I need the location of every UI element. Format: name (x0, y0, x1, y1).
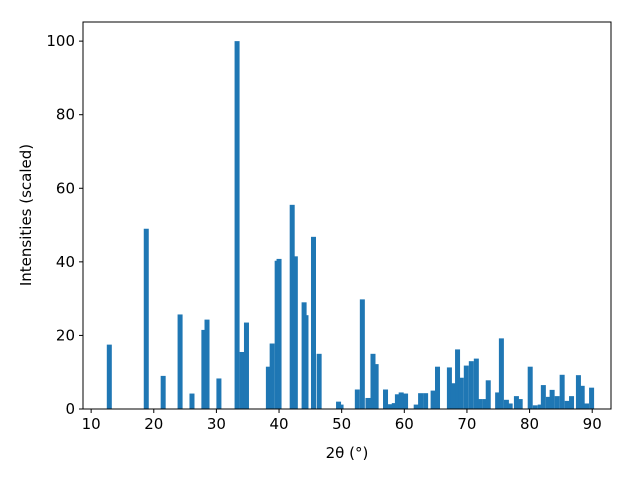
bar (549, 389, 555, 409)
x-axis-label: 2θ (°) (326, 444, 369, 462)
y-axis-label: Intensities (scaled) (17, 144, 35, 286)
bar (398, 392, 404, 409)
bar (243, 322, 249, 409)
bar (455, 349, 461, 409)
x-tick-label: 70 (457, 415, 476, 433)
bar (446, 367, 452, 409)
bar (485, 380, 491, 409)
bar (503, 399, 509, 409)
bar (532, 405, 538, 409)
bar (239, 351, 245, 409)
bar (423, 393, 429, 409)
bar (569, 396, 575, 409)
bar (338, 404, 344, 409)
x-tick-label: 20 (144, 415, 163, 433)
bar (365, 397, 371, 409)
bar (234, 41, 240, 410)
bar (391, 403, 397, 409)
bar (292, 256, 298, 409)
bar (403, 393, 409, 409)
bar (265, 366, 271, 409)
bar (527, 366, 533, 409)
bar (418, 393, 424, 409)
bar (289, 204, 295, 409)
bar (517, 399, 523, 409)
y-tick-label: 40 (56, 253, 75, 271)
bar (540, 385, 546, 409)
bar (513, 396, 519, 409)
bar (201, 329, 207, 409)
bar (463, 365, 469, 409)
y-tick-label: 80 (56, 106, 75, 124)
bar (359, 299, 365, 409)
y-tick-label: 60 (56, 179, 75, 197)
bar (564, 400, 570, 409)
bar (559, 374, 565, 409)
bar (579, 385, 585, 409)
bar (177, 314, 183, 409)
plot-frame (82, 21, 612, 410)
bar (498, 338, 504, 409)
bar (216, 378, 222, 409)
x-tick-label: 60 (395, 415, 414, 433)
bar (413, 404, 419, 409)
bar (354, 389, 360, 409)
bar (575, 375, 581, 409)
bar (545, 396, 551, 409)
bar (370, 353, 376, 409)
bar (473, 358, 479, 409)
bar (482, 399, 488, 409)
bar (589, 387, 595, 409)
bar (160, 375, 166, 409)
bar (477, 399, 483, 409)
bar (507, 403, 513, 409)
bar (394, 394, 400, 409)
bar (373, 364, 379, 409)
x-tick-label: 50 (332, 415, 351, 433)
bar (303, 315, 309, 409)
bar (458, 377, 464, 409)
bar (269, 343, 275, 409)
bar (316, 353, 322, 409)
bar (310, 236, 316, 409)
bar (106, 344, 112, 409)
y-tick-label: 100 (46, 32, 75, 50)
x-tick-label: 90 (583, 415, 602, 433)
bar (383, 389, 389, 409)
bar (204, 319, 210, 409)
bar (189, 393, 195, 409)
x-tick-label: 10 (82, 415, 101, 433)
bar (554, 396, 560, 409)
x-tick-label: 30 (207, 415, 226, 433)
bar (430, 390, 436, 409)
bar (468, 361, 474, 409)
bar (495, 392, 501, 409)
bar (276, 258, 282, 409)
y-tick-label: 0 (65, 400, 75, 418)
bar (537, 404, 543, 409)
x-tick-label: 40 (269, 415, 288, 433)
y-tick-label: 20 (56, 326, 75, 344)
bar (435, 366, 441, 409)
x-tick-label: 80 (520, 415, 539, 433)
bar (584, 403, 590, 409)
bar (450, 383, 456, 409)
bar (143, 228, 149, 409)
bar (388, 404, 394, 409)
